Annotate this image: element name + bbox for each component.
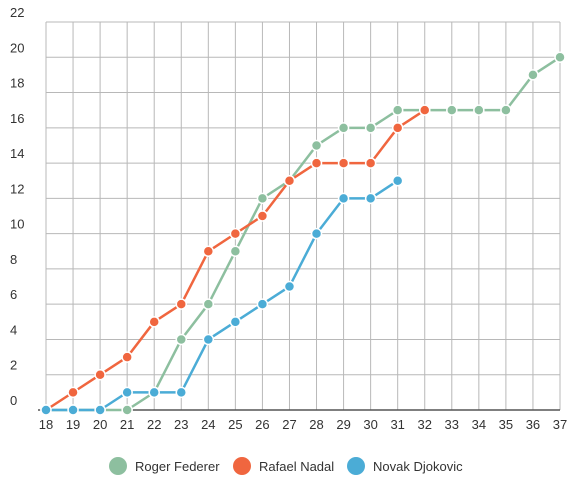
x-tick-label: 26 [255,417,269,432]
x-tick-label: 37 [553,417,567,432]
x-tick-label: 36 [526,417,540,432]
data-point [500,104,512,116]
y-tick-label: 12 [10,181,24,196]
data-point [94,404,106,416]
data-point [283,280,296,293]
legend-label: Roger Federer [135,459,220,474]
data-point [175,298,188,310]
legend-marker [233,457,251,475]
legend-marker [109,457,127,475]
data-point [202,245,215,258]
data-point [229,227,242,240]
data-point [121,386,133,399]
legend-marker [347,457,365,475]
series [40,51,566,416]
x-tick-label: 35 [499,417,513,432]
data-point [256,210,269,222]
x-tick-label: 32 [418,417,432,432]
data-point [67,386,79,399]
data-point [310,227,323,240]
data-point [175,333,188,346]
data-point [527,69,539,81]
data-point [283,174,296,187]
data-point [554,51,566,64]
x-tick-label: 20 [93,417,107,432]
x-tick-label: 25 [228,417,242,432]
x-tick-label: 23 [174,417,188,432]
data-point [364,157,377,169]
y-tick-label: 16 [10,111,24,126]
series-group [40,104,431,416]
x-tick-label: 24 [201,417,215,432]
data-point [40,404,52,416]
data-point [337,122,350,134]
data-point [446,104,458,116]
data-point [391,104,404,116]
data-point [337,157,350,169]
y-tick-label: 6 [10,287,17,302]
grid [45,21,561,411]
x-tick-label: 29 [336,417,350,432]
data-point [256,192,269,205]
data-point [418,104,431,116]
data-point [121,351,133,363]
y-tick-label: 8 [10,252,17,267]
legend: Roger Federer Rafael Nadal Novak Djokovic [109,457,463,475]
data-point [175,386,188,399]
data-point [121,404,133,416]
data-point [202,333,215,346]
data-point [337,192,350,205]
x-tick-label: 30 [363,417,377,432]
x-tick-label: 18 [39,417,53,432]
x-tick-label: 27 [282,417,296,432]
data-point [229,316,242,328]
data-point [391,174,404,187]
legend-item: Roger Federer [109,457,220,475]
x-tick-label: 19 [66,417,80,432]
data-point [473,104,485,116]
y-tick-label: 4 [10,322,17,337]
legend-item: Novak Djokovic [347,457,463,475]
data-point [391,122,404,134]
x-tick-label: 21 [120,417,134,432]
data-point [256,298,269,310]
x-tick-label: 34 [472,417,486,432]
data-point [202,298,215,310]
series-group [40,174,404,416]
legend-label: Novak Djokovic [373,459,463,474]
y-tick-label: 20 [10,40,24,55]
x-tick-label: 28 [309,417,323,432]
y-tick-label: 2 [10,358,17,373]
y-tick-label: 0 [10,393,17,408]
legend-item: Rafael Nadal [233,457,334,475]
data-point [310,157,323,169]
data-point [364,122,377,134]
data-point [94,368,106,381]
y-tick-label: 18 [10,76,24,91]
legend-label: Rafael Nadal [259,459,334,474]
y-tick-label: 14 [10,146,24,161]
x-tick-label: 33 [445,417,459,432]
y-tick-label: 10 [10,217,24,232]
data-point [148,316,160,328]
y-tick-label: 22 [10,5,24,20]
data-point [364,192,377,205]
data-point [67,404,79,416]
data-point [310,139,323,152]
data-point [148,386,160,399]
x-tick-label: 22 [147,417,161,432]
x-tick-label: 31 [390,417,404,432]
data-point [229,245,242,258]
